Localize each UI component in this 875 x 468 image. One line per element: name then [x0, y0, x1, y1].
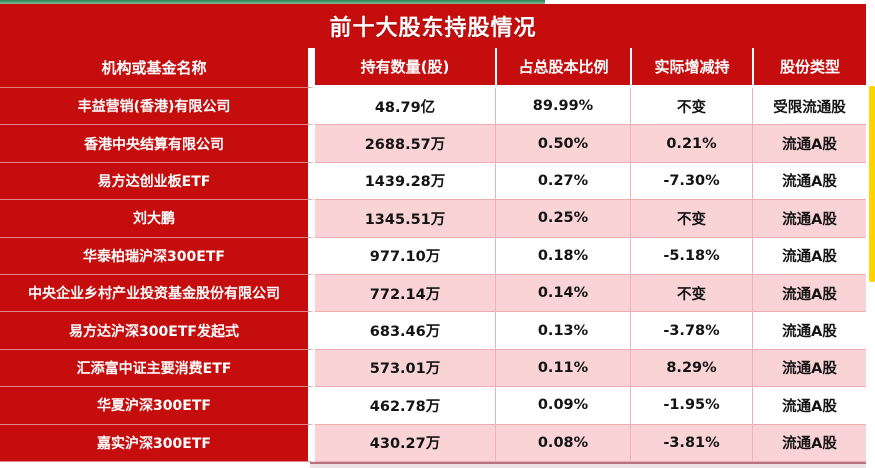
- cell-name: 易方达沪深300ETF发起式: [0, 312, 315, 350]
- cell-pct: 0.09%: [495, 387, 630, 425]
- cell-change: 不变: [630, 88, 752, 126]
- table-row: 华泰柏瑞沪深300ETF 977.10万 0.18% -5.18% 流通A股: [0, 237, 866, 275]
- table-row: 易方达沪深300ETF发起式 683.46万 0.13% -3.78% 流通A股: [0, 312, 866, 350]
- cell-qty: 1345.51万: [315, 200, 495, 238]
- cell-change: 0.21%: [630, 125, 752, 163]
- cell-change: -3.81%: [630, 424, 752, 462]
- cell-type: 流通A股: [752, 162, 866, 201]
- col-header-qty: 持有数量(股): [315, 48, 495, 88]
- cell-name: 中央企业乡村产业投资基金股份有限公司: [0, 274, 315, 313]
- cell-pct: 0.50%: [495, 125, 630, 163]
- table-header-row: 机构或基金名称 持有数量(股) 占总股本比例 实际增减持 股份类型: [0, 48, 866, 88]
- col-header-name: 机构或基金名称: [0, 48, 315, 88]
- bottom-partial-row-strip: [310, 462, 866, 468]
- table-row: 中央企业乡村产业投资基金股份有限公司 772.14万 0.14% 不变 流通A股: [0, 274, 866, 313]
- col-header-type: 股份类型: [752, 48, 866, 88]
- shareholders-table: 机构或基金名称 持有数量(股) 占总股本比例 实际增减持 股份类型 丰益营销(香…: [0, 48, 866, 462]
- cell-change: -5.18%: [630, 237, 752, 275]
- table-row: 嘉实沪深300ETF 430.27万 0.08% -3.81% 流通A股: [0, 424, 866, 462]
- cell-change: -1.95%: [630, 387, 752, 425]
- title-bar: 前十大股东持股情况: [0, 4, 866, 48]
- cell-name: 嘉实沪深300ETF: [0, 424, 315, 462]
- cell-change: 不变: [630, 274, 752, 313]
- cell-name: 华泰柏瑞沪深300ETF: [0, 237, 315, 275]
- cell-qty: 48.79亿: [315, 88, 495, 126]
- table-row: 丰益营销(香港)有限公司 48.79亿 89.99% 不变 受限流通股: [0, 88, 866, 126]
- cell-pct: 89.99%: [495, 88, 630, 126]
- cell-qty: 430.27万: [315, 424, 495, 462]
- cell-type: 受限流通股: [752, 88, 866, 126]
- cell-qty: 573.01万: [315, 349, 495, 388]
- top-green-strip: [0, 0, 545, 4]
- cell-type: 流通A股: [752, 125, 866, 163]
- cell-type: 流通A股: [752, 274, 866, 313]
- cell-change: 8.29%: [630, 349, 752, 388]
- cell-change: -3.78%: [630, 312, 752, 350]
- cell-qty: 1439.28万: [315, 162, 495, 201]
- col-header-pct: 占总股本比例: [495, 48, 630, 88]
- scrollbar-thumb[interactable]: [869, 86, 875, 282]
- cell-qty: 772.14万: [315, 274, 495, 313]
- cell-qty: 683.46万: [315, 312, 495, 350]
- cell-name: 丰益营销(香港)有限公司: [0, 88, 315, 126]
- page-title: 前十大股东持股情况: [329, 16, 537, 41]
- cell-name: 易方达创业板ETF: [0, 162, 315, 201]
- cell-name: 华夏沪深300ETF: [0, 387, 315, 425]
- cell-pct: 0.13%: [495, 312, 630, 350]
- cell-qty: 977.10万: [315, 237, 495, 275]
- cell-pct: 0.11%: [495, 349, 630, 388]
- cell-type: 流通A股: [752, 387, 866, 425]
- cell-change: 不变: [630, 200, 752, 238]
- cell-type: 流通A股: [752, 200, 866, 238]
- cell-pct: 0.14%: [495, 274, 630, 313]
- cell-pct: 0.25%: [495, 200, 630, 238]
- cell-type: 流通A股: [752, 424, 866, 462]
- cell-type: 流通A股: [752, 312, 866, 350]
- cell-type: 流通A股: [752, 349, 866, 388]
- cell-qty: 462.78万: [315, 387, 495, 425]
- table-row: 华夏沪深300ETF 462.78万 0.09% -1.95% 流通A股: [0, 387, 866, 425]
- cell-name: 香港中央结算有限公司: [0, 125, 315, 163]
- col-header-change: 实际增减持: [630, 48, 752, 88]
- table-row: 香港中央结算有限公司 2688.57万 0.50% 0.21% 流通A股: [0, 125, 866, 163]
- cell-qty: 2688.57万: [315, 125, 495, 163]
- cell-name: 汇添富中证主要消费ETF: [0, 349, 315, 388]
- cell-pct: 0.27%: [495, 162, 630, 201]
- cell-pct: 0.18%: [495, 237, 630, 275]
- table-row: 易方达创业板ETF 1439.28万 0.27% -7.30% 流通A股: [0, 162, 866, 201]
- cell-type: 流通A股: [752, 237, 866, 275]
- cell-pct: 0.08%: [495, 424, 630, 462]
- table-row: 刘大鹏 1345.51万 0.25% 不变 流通A股: [0, 200, 866, 238]
- table-row: 汇添富中证主要消费ETF 573.01万 0.11% 8.29% 流通A股: [0, 349, 866, 388]
- cell-name: 刘大鹏: [0, 200, 315, 238]
- cell-change: -7.30%: [630, 162, 752, 201]
